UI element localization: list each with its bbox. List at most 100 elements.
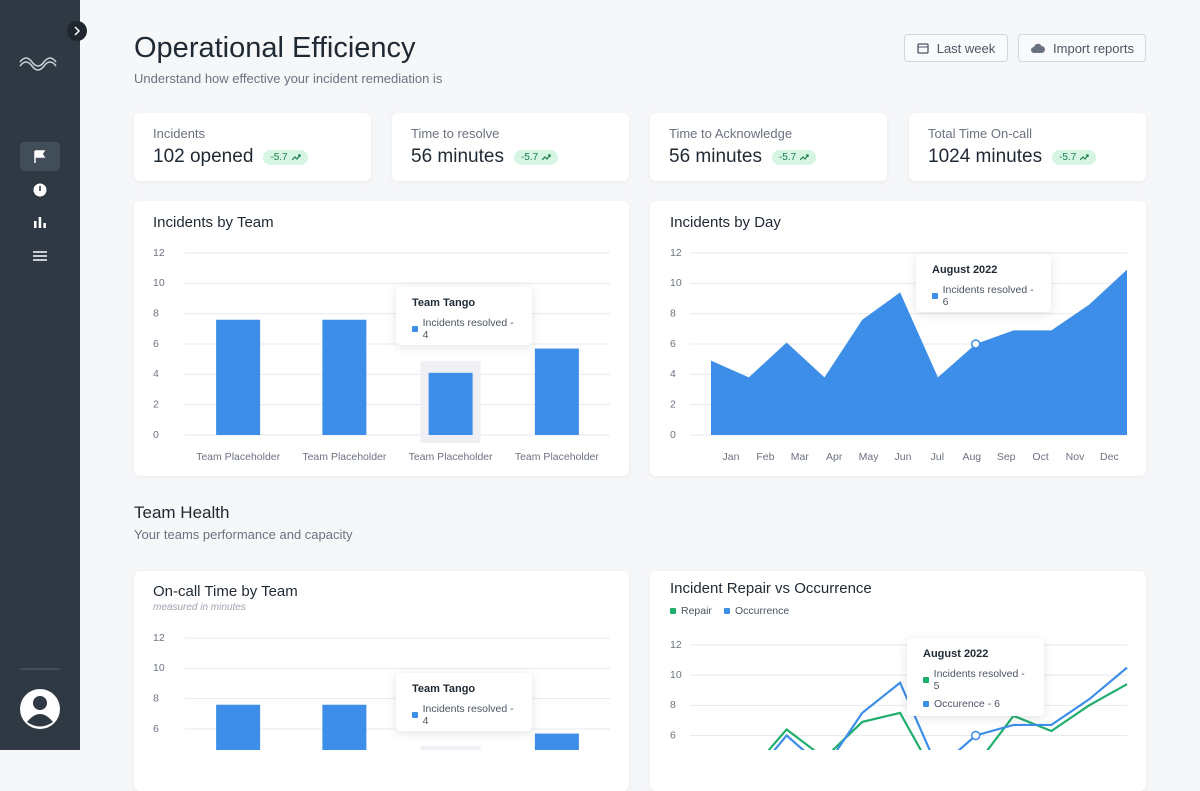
stat-value: 1024 minutes — [928, 146, 1043, 167]
legend-label: Repair — [681, 605, 712, 617]
x-tick-label: Jul — [931, 451, 944, 463]
chart-title: On-call Time by Team — [153, 583, 298, 600]
stat-label: Incidents — [153, 126, 206, 141]
tooltip-title: Team Tango — [412, 297, 476, 309]
tooltip: August 2022 Incidents resolved - 5 Occuren… — [907, 638, 1044, 716]
sidebar — [0, 0, 80, 750]
tooltip-item: Occurence - 6 — [923, 698, 1028, 710]
tooltip-text: Incidents resolved - 6 — [942, 284, 1034, 308]
bar — [216, 319, 261, 435]
tooltip-swatch — [923, 701, 929, 707]
x-tick-label: Nov — [1066, 451, 1085, 463]
hover-marker — [970, 730, 981, 741]
change-value: -5.7 — [270, 151, 288, 163]
button-label: Import reports — [1053, 40, 1134, 56]
tooltip-title: Team Tango — [412, 683, 476, 695]
y-tick-label: 8 — [153, 307, 159, 319]
y-tick-label: 8 — [670, 307, 676, 319]
sidebar-toggle[interactable] — [66, 20, 90, 44]
area — [711, 269, 1127, 435]
legend-label: Occurrence — [734, 605, 790, 617]
tooltip-text: Incidents resolved - 4 — [422, 703, 514, 727]
x-tick-label: Jun — [895, 451, 912, 463]
chart-title: Incident Repair vs Occurrence — [670, 580, 872, 597]
y-tick-label: 0 — [153, 429, 159, 441]
cloud-icon — [1031, 43, 1046, 53]
hover-highlight — [420, 745, 481, 750]
stat-value-row: 102 opened -5.7 — [153, 146, 308, 168]
y-tick-label: 2 — [670, 398, 676, 410]
stat-card: Incidents 102 opened -5.7 — [134, 113, 371, 181]
tooltip: August 2022 Incidents resolved - 6 — [916, 254, 1051, 312]
x-tick-label: Oct — [1032, 451, 1048, 463]
y-tick-label: 6 — [153, 723, 159, 735]
x-tick-label: Feb — [756, 451, 774, 463]
tooltip-title: August 2022 — [932, 264, 998, 276]
trend-icon — [1080, 153, 1089, 160]
import-button[interactable]: Import reports — [1018, 34, 1146, 62]
tooltip-item: Incidents resolved - 6 — [932, 284, 1035, 308]
chart-title: Incidents by Day — [670, 214, 781, 231]
page: Operational Efficiency Understand how ef… — [0, 0, 1146, 750]
page-title: Operational Efficiency — [134, 32, 416, 64]
stat-label: Time to Acknowledge — [669, 126, 793, 141]
stat-card: Time to Acknowledge 56 minutes -5.7 — [650, 113, 887, 181]
tooltip-swatch — [412, 326, 418, 332]
logo — [19, 57, 57, 67]
y-tick-label: 8 — [670, 699, 676, 711]
x-tick-label: Mar — [791, 451, 810, 463]
change-value: -5.7 — [520, 151, 539, 163]
y-tick-label: 12 — [153, 632, 165, 644]
stat-value: 102 opened — [153, 146, 254, 167]
change-badge: -5.7 — [771, 149, 817, 165]
tooltip-swatch — [932, 293, 938, 299]
x-tick-label: Aug — [962, 451, 981, 463]
x-tick-label: Team Placeholder — [409, 451, 494, 463]
legend-item: Occurrence — [723, 605, 790, 617]
y-tick-label: 6 — [153, 338, 159, 350]
stat-label: Total Time On-call — [928, 126, 1033, 141]
stat-value-row: 56 minutes -5.7 — [669, 146, 817, 168]
tooltip-item: Incidents resolved - 4 — [412, 703, 516, 727]
trend-icon — [800, 153, 809, 160]
y-tick-label: 2 — [153, 398, 159, 410]
nav-settings[interactable] — [33, 251, 47, 261]
tooltip-text: Incidents resolved - 5 — [933, 668, 1025, 692]
tooltip-text: Incidents resolved - 4 — [422, 317, 514, 341]
change-badge: -5.7 — [513, 149, 559, 165]
nav-flag[interactable] — [34, 150, 46, 163]
y-tick-label: 10 — [670, 277, 682, 289]
y-tick-label: 0 — [670, 429, 676, 441]
nav-chart[interactable] — [34, 217, 46, 228]
x-tick-label: Sep — [997, 451, 1016, 463]
page-subtitle: Understand how effective your incident r… — [134, 71, 443, 86]
button-label: Last week — [936, 40, 996, 56]
stat-value-row: 56 minutes -5.7 — [411, 146, 559, 168]
legend-item: Repair — [670, 605, 712, 617]
tooltip-swatch — [923, 677, 929, 683]
x-tick-label: Team Placeholder — [196, 451, 281, 463]
stat-card: Total Time On-call 1024 minutes -5.7 — [909, 113, 1146, 181]
y-tick-label: 6 — [670, 338, 676, 350]
nav-alert-mark — [39, 186, 41, 191]
trend-icon — [291, 153, 301, 160]
tooltip: Team Tango Incidents resolved - 4 — [396, 287, 532, 345]
bar — [534, 733, 579, 750]
y-tick-label: 4 — [670, 368, 676, 380]
change-badge: -5.7 — [1052, 149, 1097, 165]
stat-label: Time to resolve — [411, 126, 500, 141]
tooltip: Team Tango Incidents resolved - 4 — [396, 673, 532, 731]
date-button[interactable]: Last week — [904, 34, 1008, 62]
chart-title: Incidents by Team — [153, 214, 274, 231]
tooltip-swatch — [412, 712, 418, 718]
y-tick-label: 10 — [670, 669, 682, 681]
y-tick-label: 12 — [670, 639, 682, 651]
trend-icon — [542, 153, 551, 160]
legend: Repair Occurrence — [670, 605, 789, 617]
legend-swatch — [723, 608, 730, 614]
y-tick-label: 4 — [153, 368, 159, 380]
bar — [322, 319, 367, 435]
y-tick-label: 6 — [670, 729, 676, 741]
sidebar-icons — [19, 57, 60, 729]
stat-value: 56 minutes — [669, 146, 762, 167]
